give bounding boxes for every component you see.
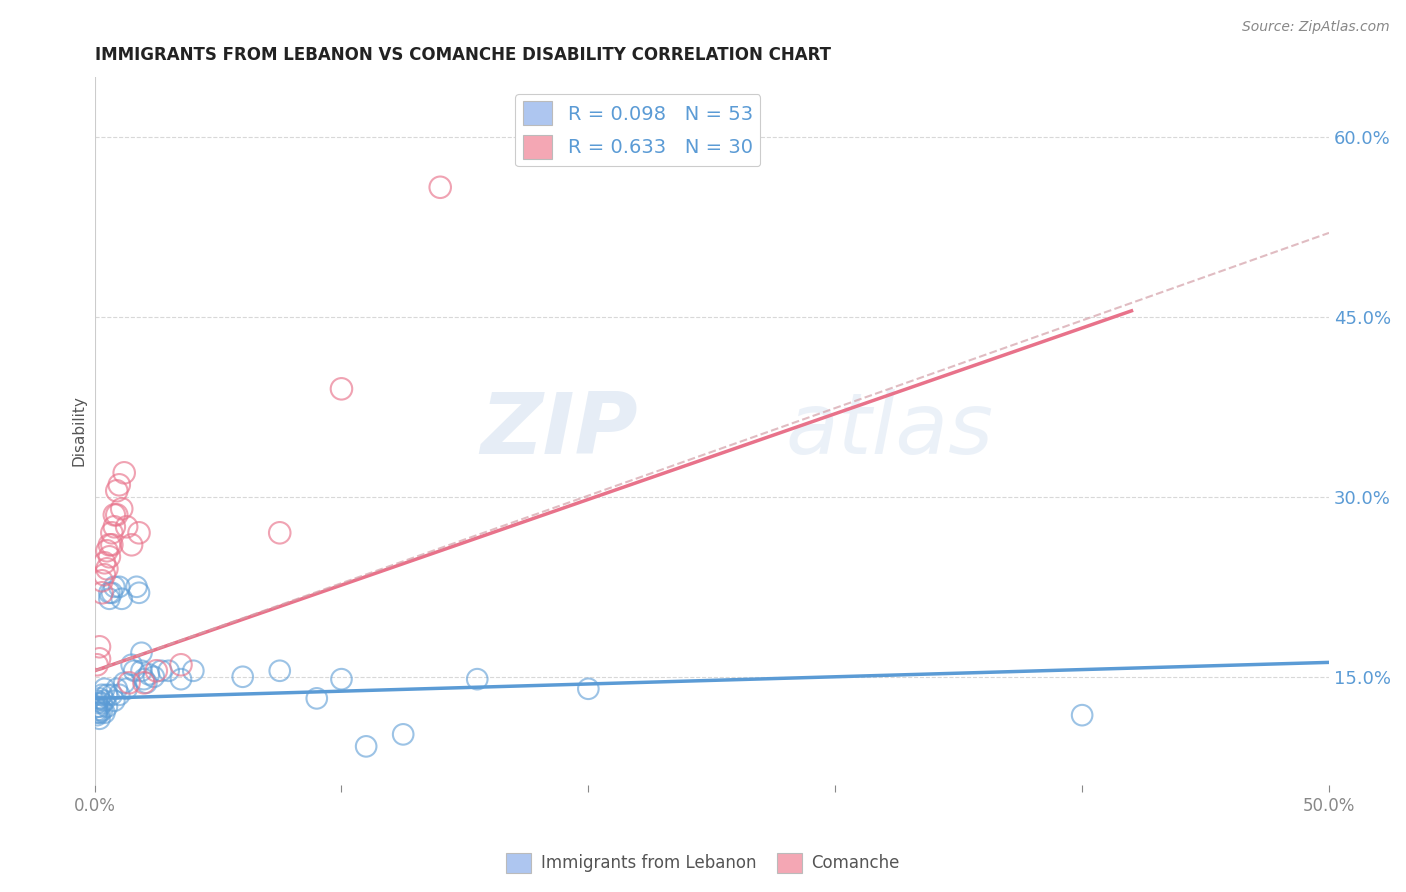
Point	[89, 699, 111, 714]
Point	[93, 567, 115, 582]
Point	[86, 708, 108, 723]
Point	[101, 525, 124, 540]
Point	[103, 508, 125, 522]
Point	[108, 688, 131, 702]
Point	[170, 657, 193, 672]
Point	[96, 562, 118, 576]
Point	[91, 696, 114, 710]
Text: IMMIGRANTS FROM LEBANON VS COMANCHE DISABILITY CORRELATION CHART: IMMIGRANTS FROM LEBANON VS COMANCHE DISA…	[94, 46, 831, 64]
Point	[98, 591, 121, 606]
Point	[93, 556, 115, 570]
Point	[89, 652, 111, 666]
Point	[89, 712, 111, 726]
Point	[93, 681, 115, 696]
Point	[142, 670, 165, 684]
Point	[465, 672, 488, 686]
Point	[1071, 708, 1094, 723]
Point	[183, 664, 205, 678]
Point	[93, 694, 115, 708]
Point	[392, 727, 415, 741]
Point	[108, 580, 131, 594]
Point	[98, 549, 121, 564]
Point	[86, 696, 108, 710]
Text: ZIP: ZIP	[479, 389, 638, 473]
Point	[150, 664, 173, 678]
Point	[103, 694, 125, 708]
Point	[91, 586, 114, 600]
Point	[125, 580, 148, 594]
Point	[157, 664, 180, 678]
Point	[101, 538, 124, 552]
Point	[105, 681, 128, 696]
Point	[131, 664, 153, 678]
Point	[89, 691, 111, 706]
Point	[103, 580, 125, 594]
Point	[170, 672, 193, 686]
Point	[576, 681, 599, 696]
Point	[105, 508, 128, 522]
Point	[96, 699, 118, 714]
Point	[111, 501, 134, 516]
Point	[131, 646, 153, 660]
Point	[91, 688, 114, 702]
Point	[429, 180, 451, 194]
Point	[86, 703, 108, 717]
Point	[330, 672, 353, 686]
Point	[354, 739, 377, 754]
Point	[121, 538, 143, 552]
Point	[115, 681, 138, 696]
Point	[96, 543, 118, 558]
Point	[86, 657, 108, 672]
Point	[96, 688, 118, 702]
Point	[132, 675, 155, 690]
Point	[98, 538, 121, 552]
Point	[93, 706, 115, 720]
Point	[101, 586, 124, 600]
Point	[91, 703, 114, 717]
Point	[138, 667, 160, 681]
Point	[128, 525, 150, 540]
Point	[89, 706, 111, 720]
Point	[89, 640, 111, 654]
Point	[105, 483, 128, 498]
Point	[103, 520, 125, 534]
Point	[269, 664, 291, 678]
Point	[115, 520, 138, 534]
Point	[122, 664, 145, 678]
Point	[118, 675, 141, 690]
Point	[86, 694, 108, 708]
Point	[91, 574, 114, 588]
Point	[305, 691, 328, 706]
Point	[121, 657, 143, 672]
Point	[330, 382, 353, 396]
Point	[232, 670, 254, 684]
Point	[111, 591, 134, 606]
Point	[86, 706, 108, 720]
Point	[132, 672, 155, 686]
Point	[101, 688, 124, 702]
Point	[86, 699, 108, 714]
Point	[269, 525, 291, 540]
Point	[135, 675, 157, 690]
Point	[112, 466, 135, 480]
Text: atlas: atlas	[786, 389, 994, 473]
Point	[98, 586, 121, 600]
Legend: R = 0.098   N = 53, R = 0.633   N = 30: R = 0.098 N = 53, R = 0.633 N = 30	[515, 94, 761, 167]
Point	[108, 478, 131, 492]
Text: Source: ZipAtlas.com: Source: ZipAtlas.com	[1241, 20, 1389, 34]
Point	[112, 675, 135, 690]
Point	[145, 664, 167, 678]
Y-axis label: Disability: Disability	[72, 395, 86, 467]
Point	[128, 586, 150, 600]
Legend: Immigrants from Lebanon, Comanche: Immigrants from Lebanon, Comanche	[499, 847, 907, 880]
